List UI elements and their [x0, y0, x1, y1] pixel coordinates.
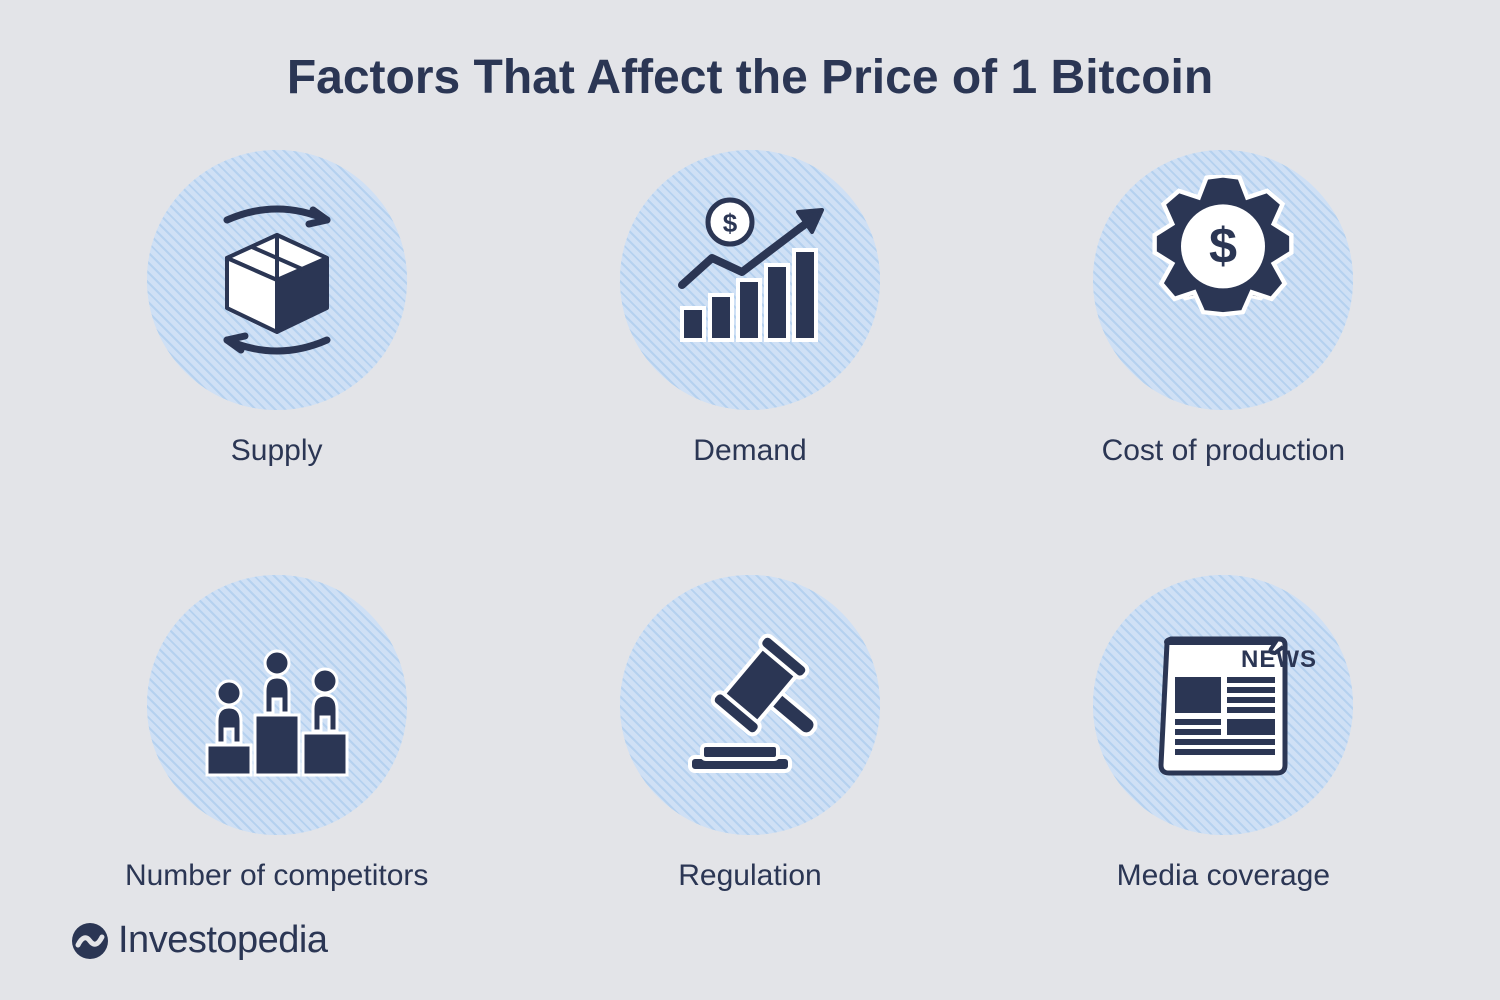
page-title: Factors That Affect the Price of 1 Bitco…: [100, 50, 1400, 105]
demand-label: Demand: [693, 434, 806, 468]
factor-competitors: Number of competitors: [125, 575, 428, 960]
competitors-icon: [177, 605, 377, 805]
regulation-label: Regulation: [678, 859, 821, 893]
brand-logo: Investopedia: [70, 919, 328, 962]
factor-demand: $ Demand: [620, 150, 880, 535]
competitors-label: Number of competitors: [125, 859, 428, 893]
factor-cost: $ Cost of production: [1093, 150, 1353, 535]
factor-regulation: Regulation: [620, 575, 880, 960]
svg-text:NEWS: NEWS: [1241, 646, 1317, 673]
cost-circle: $: [1093, 150, 1353, 410]
regulation-circle: [620, 575, 880, 835]
svg-text:$: $: [1209, 217, 1237, 274]
supply-circle: [147, 150, 407, 410]
factor-supply: Supply: [147, 150, 407, 535]
media-icon: NEWS: [1123, 605, 1323, 805]
supply-icon: [177, 180, 377, 380]
demand-circle: $: [620, 150, 880, 410]
media-label: Media coverage: [1117, 859, 1330, 893]
brand-icon: [70, 921, 110, 961]
demand-icon: $: [650, 180, 850, 380]
regulation-icon: [650, 605, 850, 805]
factor-media: NEWS: [1093, 575, 1353, 960]
infographic-container: Factors That Affect the Price of 1 Bitco…: [0, 0, 1500, 1000]
brand-name: Investopedia: [118, 919, 328, 962]
cost-label: Cost of production: [1102, 434, 1345, 468]
media-circle: NEWS: [1093, 575, 1353, 835]
supply-label: Supply: [231, 434, 323, 468]
svg-text:$: $: [723, 208, 738, 238]
factor-grid: Supply: [100, 150, 1400, 960]
competitors-circle: [147, 575, 407, 835]
cost-icon: $: [1118, 175, 1328, 385]
